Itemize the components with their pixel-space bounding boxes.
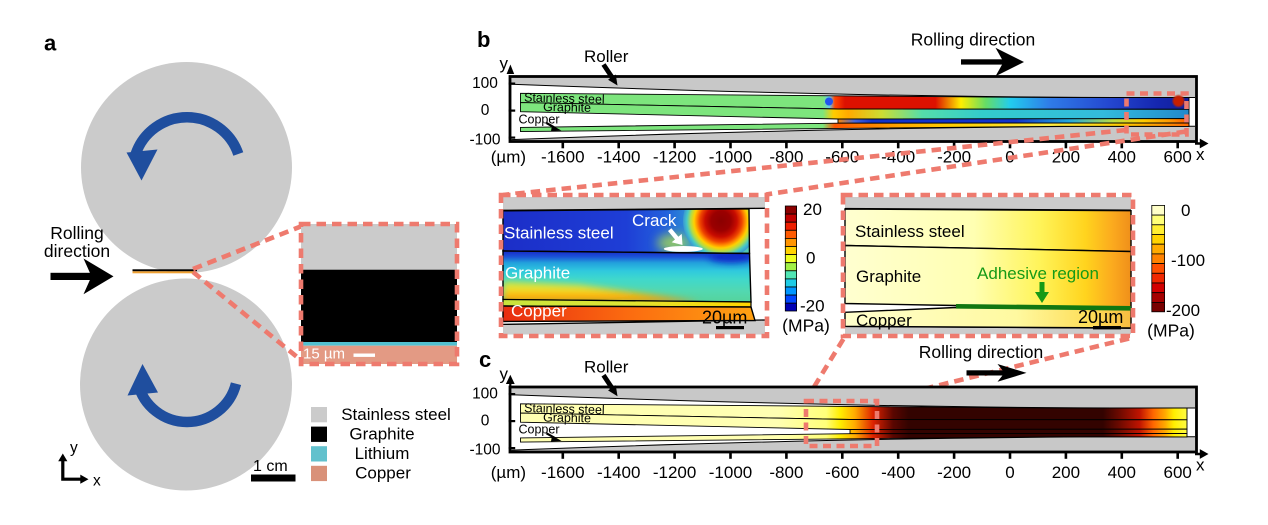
svg-text:Crack: Crack: [632, 211, 677, 230]
svg-text:-1000: -1000: [709, 147, 752, 166]
svg-text:100: 100: [472, 386, 498, 403]
svg-text:Roller: Roller: [584, 358, 629, 377]
svg-text:-1000: -1000: [709, 463, 752, 482]
svg-text:Stainless steel: Stainless steel: [855, 222, 965, 241]
svg-text:0: 0: [806, 249, 815, 268]
svg-text:Stainless steel: Stainless steel: [524, 91, 605, 107]
svg-text:15 µm: 15 µm: [303, 346, 345, 363]
svg-text:Rolling direction: Rolling direction: [919, 342, 1044, 362]
svg-text:Graphite: Graphite: [543, 100, 591, 115]
svg-text:Lithium: Lithium: [355, 444, 410, 463]
svg-text:y: y: [500, 365, 509, 384]
svg-text:0: 0: [481, 102, 490, 119]
svg-text:x: x: [93, 473, 101, 490]
svg-text:Stainless steel: Stainless steel: [524, 401, 605, 417]
svg-text:-1600: -1600: [541, 463, 584, 482]
svg-text:-1400: -1400: [597, 463, 640, 482]
svg-text:-800: -800: [769, 147, 803, 166]
svg-text:(µm): (µm): [491, 463, 526, 482]
svg-text:Copper: Copper: [519, 112, 560, 126]
svg-text:(MPa): (MPa): [782, 316, 830, 336]
svg-text:Copper: Copper: [856, 311, 912, 330]
svg-text:(MPa): (MPa): [1147, 321, 1195, 341]
svg-text:y: y: [500, 54, 509, 73]
svg-text:600: 600: [1164, 147, 1192, 166]
svg-text:0: 0: [481, 413, 490, 430]
svg-text:20µm: 20µm: [1078, 307, 1123, 327]
svg-text:Stainless steel: Stainless steel: [341, 405, 451, 424]
svg-text:0: 0: [1005, 463, 1014, 482]
svg-text:Graphite: Graphite: [856, 267, 921, 286]
svg-text:400: 400: [1108, 463, 1136, 482]
svg-text:-600: -600: [825, 147, 859, 166]
svg-text:Rolling direction: Rolling direction: [911, 30, 1036, 50]
svg-text:-800: -800: [769, 463, 803, 482]
svg-text:200: 200: [1052, 463, 1080, 482]
svg-text:Stainless steel: Stainless steel: [504, 224, 614, 243]
svg-text:y: y: [70, 440, 78, 457]
svg-text:-100: -100: [469, 441, 500, 458]
svg-text:-1200: -1200: [653, 463, 696, 482]
svg-text:1 cm: 1 cm: [253, 458, 288, 475]
svg-text:-400: -400: [881, 463, 915, 482]
svg-text:-200: -200: [1166, 301, 1200, 320]
svg-text:Adhesive region: Adhesive region: [977, 264, 1099, 283]
svg-text:x: x: [1196, 145, 1205, 164]
svg-text:(µm): (µm): [491, 147, 526, 166]
svg-text:Graphite: Graphite: [543, 411, 591, 426]
svg-text:c: c: [479, 347, 491, 372]
svg-text:-1400: -1400: [597, 147, 640, 166]
svg-text:-200: -200: [937, 463, 971, 482]
svg-text:-100: -100: [1171, 251, 1205, 270]
svg-text:Roller: Roller: [584, 47, 629, 66]
svg-text:-100: -100: [469, 131, 500, 148]
svg-text:20: 20: [803, 200, 822, 219]
svg-text:Copper: Copper: [511, 302, 567, 321]
svg-text:direction: direction: [44, 241, 110, 261]
svg-text:Graphite: Graphite: [349, 424, 414, 443]
svg-text:x: x: [1196, 456, 1205, 475]
svg-text:0: 0: [1181, 201, 1190, 220]
svg-text:b: b: [477, 27, 490, 52]
svg-text:20µm: 20µm: [702, 308, 747, 328]
svg-text:Rolling: Rolling: [50, 223, 104, 243]
svg-text:-1600: -1600: [541, 147, 584, 166]
svg-text:400: 400: [1108, 147, 1136, 166]
svg-text:Copper: Copper: [355, 464, 411, 483]
svg-text:-20: -20: [800, 297, 825, 316]
svg-text:100: 100: [472, 75, 498, 92]
svg-text:-600: -600: [825, 463, 859, 482]
svg-text:Copper: Copper: [519, 423, 560, 437]
svg-text:-200: -200: [937, 147, 971, 166]
svg-text:600: 600: [1164, 463, 1192, 482]
svg-text:a: a: [44, 30, 57, 55]
svg-text:Graphite: Graphite: [505, 264, 570, 283]
svg-text:-1200: -1200: [653, 147, 696, 166]
